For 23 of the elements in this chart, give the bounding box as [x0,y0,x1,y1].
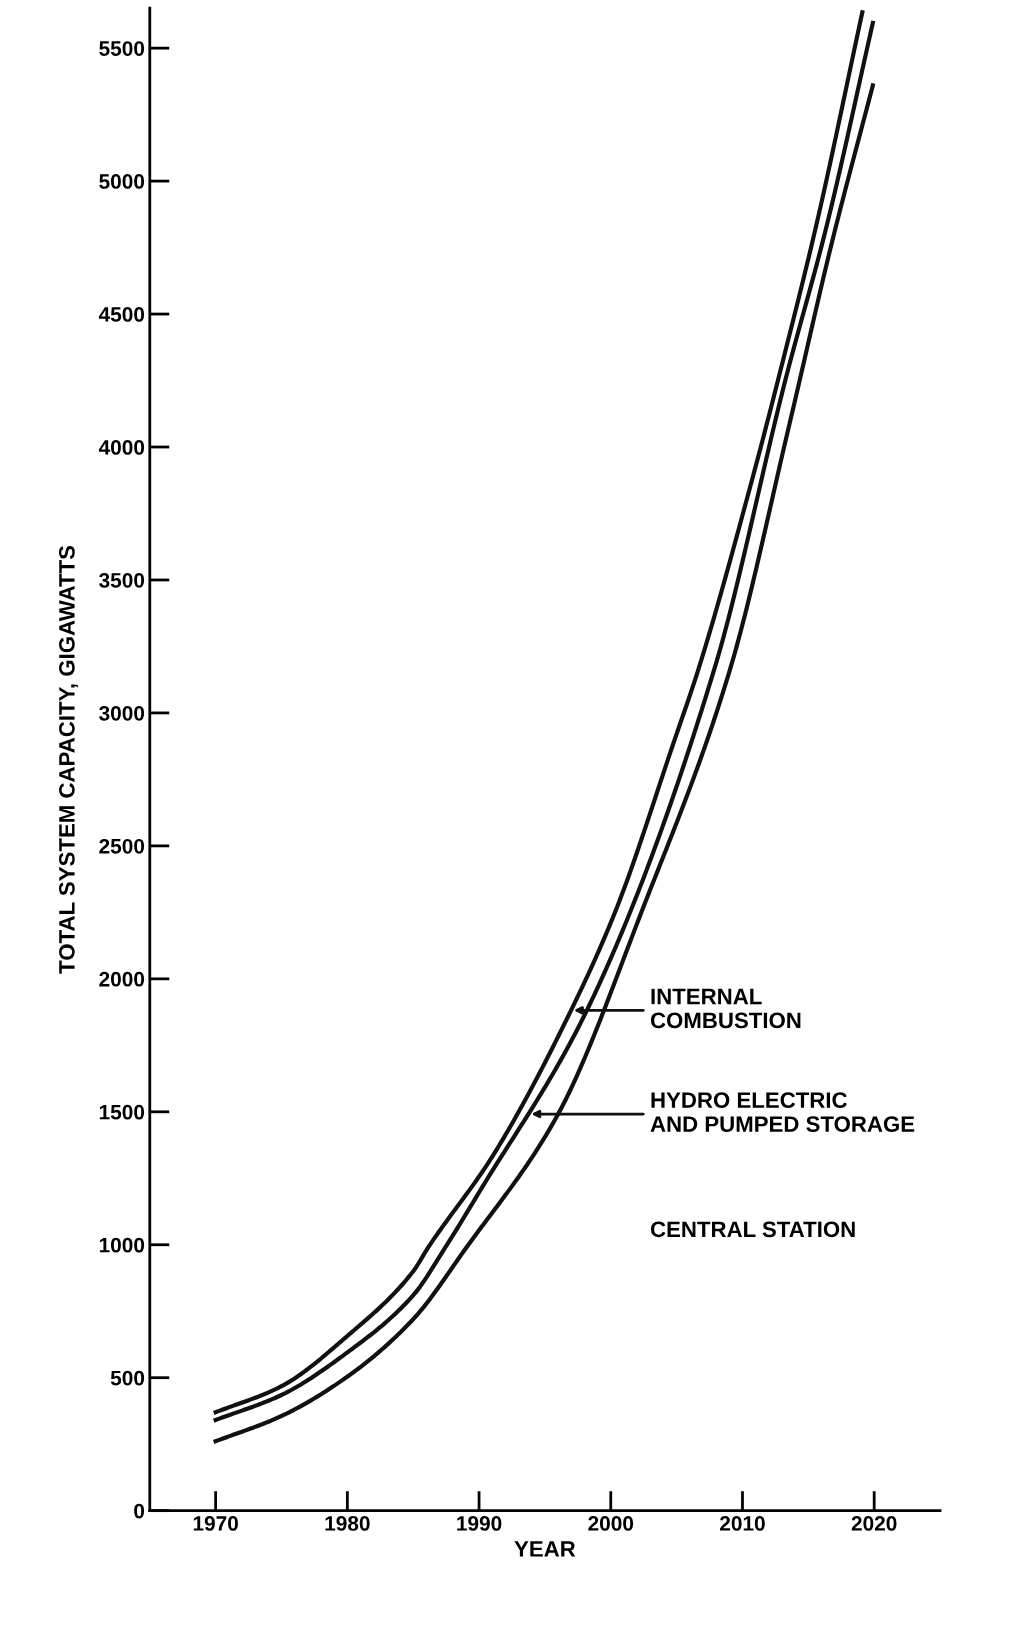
y-tick-label: 5000 [99,174,145,189]
y-axis-title: TOTAL SYSTEM CAPACITY, GIGAWATTS [59,545,78,974]
annotation: CENTRAL STATION [650,1221,855,1238]
y-tick-label: 2000 [99,971,145,987]
y-tick-label: 1000 [99,1237,145,1253]
x-tick-label: 1970 [193,1516,238,1531]
y-tick-label: 4500 [98,307,145,322]
y-tick-label: 5500 [99,41,145,56]
annotation: INTERNAL COMBUSTION [650,988,801,1029]
x-tick-label: 2020 [851,1516,897,1531]
x-tick-label: 2010 [720,1516,765,1531]
y-tick-label: 1500 [99,1104,145,1120]
x-tick-label: 2000 [588,1516,634,1531]
x-axis-title: YEAR [514,1541,576,1557]
annotation: HYDRO ELECTRIC AND PUMPED STORAGE [650,1092,915,1132]
y-tick-label: 3000 [99,705,145,721]
y-tick-label: 500 [110,1370,145,1386]
y-tick-label: 3500 [99,572,145,588]
y-tick-label: 0 [134,1503,145,1519]
y-tick-label: 4000 [98,440,145,455]
x-tick-label: 1980 [325,1516,370,1531]
y-tick-label: 2500 [99,838,145,854]
x-tick-label: 1990 [457,1516,502,1531]
